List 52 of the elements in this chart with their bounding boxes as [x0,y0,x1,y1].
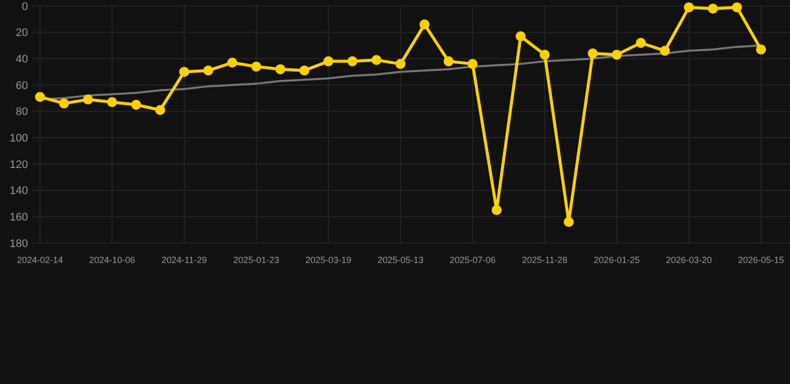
point [756,44,766,54]
point [564,216,574,227]
point [347,56,358,66]
point [444,56,454,66]
y-tick-label: 160 [10,212,28,224]
point [660,46,670,56]
point [179,66,190,77]
point [59,98,70,108]
x-tick-label: 2025-01-23 [233,255,280,265]
y-tick-label: 120 [10,158,28,171]
x-tick-label: 2024-11-29 [162,255,207,265]
x-tick-label: 2024-02-14 [16,255,64,265]
point [492,205,502,216]
point [636,38,646,48]
x-tick-label: 2025-03-19 [305,255,352,265]
point [275,64,286,74]
point [420,19,430,30]
point [588,48,598,58]
point [227,58,238,68]
point [203,66,214,76]
point [540,50,550,60]
point [396,58,406,69]
x-tick-label: 2026-01-25 [594,255,640,265]
point [131,100,142,110]
point [684,2,694,12]
x-tick-label: 2026-03-20 [666,255,712,265]
x-tick-label: 2025-05-13 [377,255,424,265]
point [35,92,45,102]
y-tick-label: 40 [16,54,28,66]
y-tick-label: 0 [22,0,28,13]
x-tick-label: 2025-11-28 [522,255,568,265]
point [251,62,262,72]
y-tick-label: 180 [10,238,28,250]
y-tick-label: 60 [16,80,28,92]
point [468,58,478,69]
x-tick-label: 2024-10-06 [89,255,136,265]
point [708,4,718,14]
point [107,97,118,108]
point [732,2,742,12]
point [612,50,622,60]
point [371,54,382,65]
point [299,66,310,76]
point [516,31,526,42]
x-tick-label: 2025-07-06 [450,255,496,265]
point [83,94,94,104]
y-tick-label: 100 [10,132,28,145]
y-tick-label: 80 [16,106,28,118]
point [155,105,166,116]
y-tick-label: 20 [16,27,28,40]
y-tick-label: 140 [10,185,28,198]
x-tick-label: 2026-05-15 [738,255,784,265]
point [323,56,334,66]
